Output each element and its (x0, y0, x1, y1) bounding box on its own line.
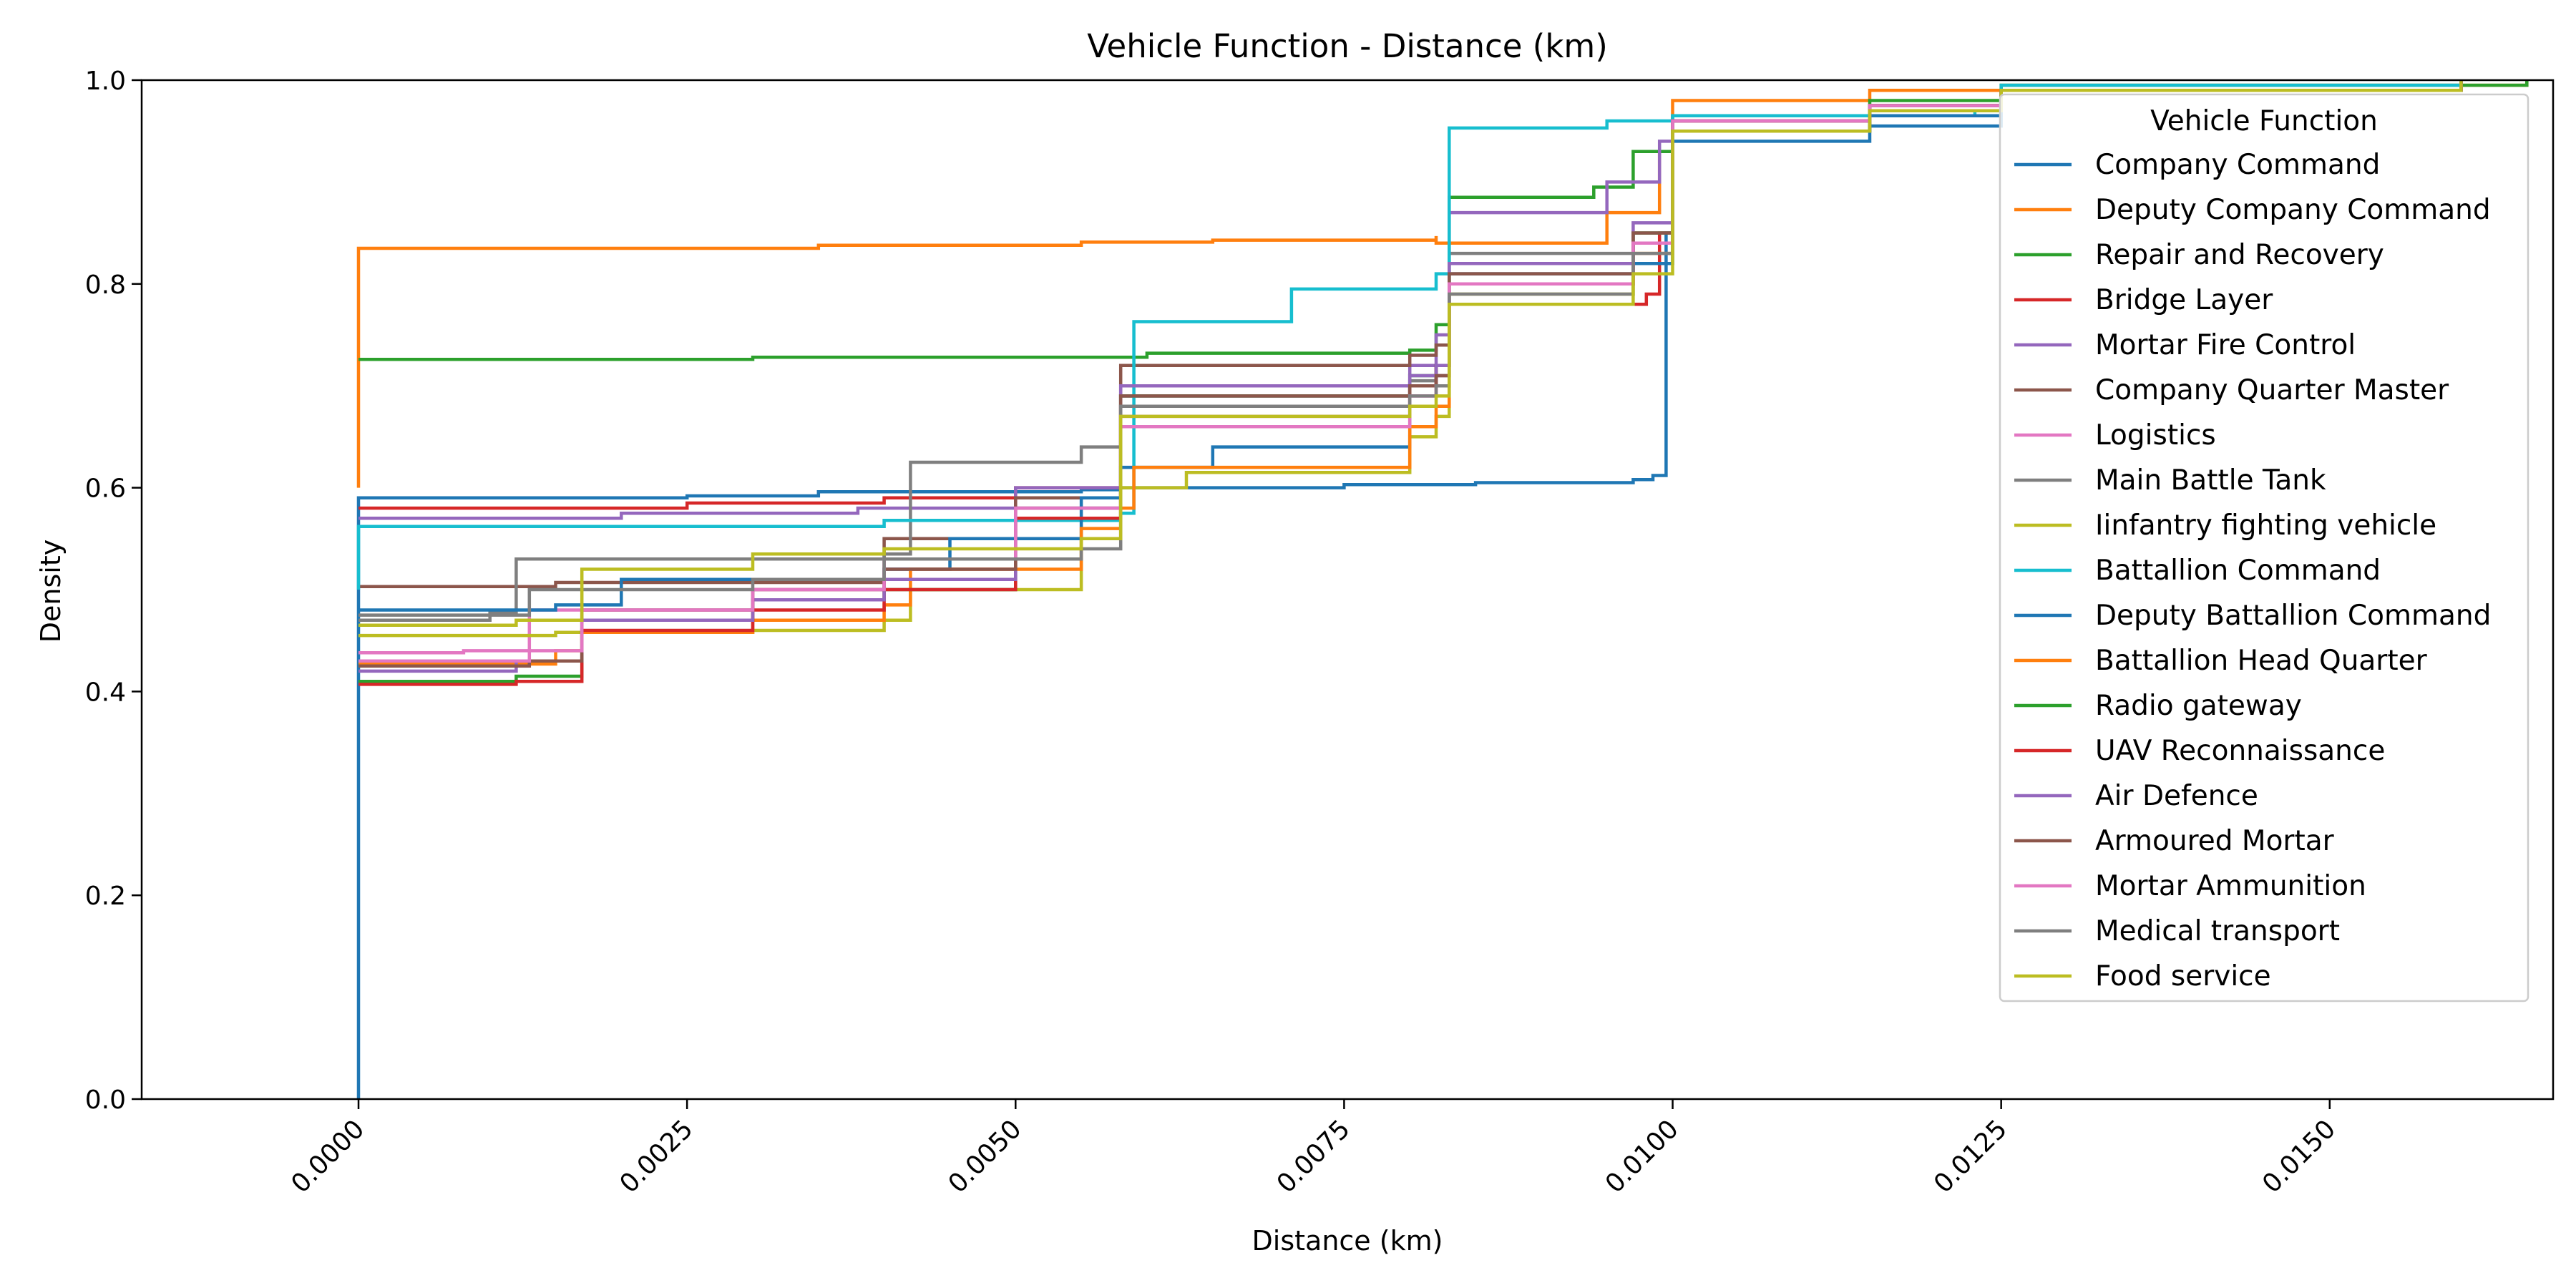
plot-area (140, 79, 2555, 1101)
legend-label-17: Medical transport (2095, 915, 2340, 947)
y-axis-label: Density (35, 540, 67, 643)
series-layer (356, 80, 2529, 1099)
y-tick-label-4: 0.8 (85, 270, 126, 300)
y-tick-label-2: 0.4 (85, 678, 126, 707)
legend-label-1: Deputy Company Command (2095, 194, 2491, 226)
series-line-18 (358, 80, 2463, 628)
legend-label-8: Iinfantry fighting vehicle (2095, 509, 2436, 542)
legend: Vehicle Function Company Command Deputy C… (1999, 93, 2529, 1002)
legend-label-0: Company Command (2095, 149, 2380, 181)
legend-label-2: Repair and Recovery (2095, 239, 2384, 271)
legend-entries: Company Command Deputy Company Command Rep… (2014, 149, 2491, 992)
legend-label-5: Company Quarter Master (2095, 374, 2449, 406)
series-line-2 (358, 80, 2529, 361)
legend-label-6: Logistics (2095, 419, 2216, 452)
legend-label-18: Food service (2095, 960, 2271, 992)
y-axis: 0.0 0.2 0.4 0.6 0.8 1.0 (85, 67, 142, 1115)
legend-label-3: Bridge Layer (2095, 284, 2273, 316)
legend-label-9: Battallion Command (2095, 555, 2381, 587)
series-line-1 (356, 80, 2529, 488)
legend-label-12: Radio gateway (2095, 690, 2302, 722)
legend-label-7: Main Battle Tank (2095, 464, 2326, 497)
legend-label-14: Air Defence (2095, 780, 2258, 812)
y-tick-label-5: 1.0 (85, 67, 126, 96)
legend-label-4: Mortar Fire Control (2095, 329, 2356, 361)
x-axis-label: Distance (km) (1252, 1225, 1443, 1257)
legend-label-10: Deputy Battallion Command (2095, 600, 2491, 632)
legend-label-11: Battallion Head Quarter (2095, 645, 2428, 677)
legend-label-15: Armoured Mortar (2095, 825, 2335, 857)
legend-title: Vehicle Function (2150, 105, 2378, 137)
plot-frame (140, 79, 2555, 1101)
y-tick-label-3: 0.6 (85, 474, 126, 504)
chart-title: Vehicle Function - Distance (km) (1087, 27, 1608, 65)
legend-box (1999, 93, 2529, 1002)
y-tick-label-0: 0.0 (85, 1085, 126, 1115)
legend-label-13: UAV Reconnaissance (2095, 735, 2385, 767)
y-tick-label-1: 0.2 (85, 882, 126, 911)
series-line-0 (356, 80, 2463, 1099)
legend-label-16: Mortar Ammunition (2095, 870, 2366, 902)
